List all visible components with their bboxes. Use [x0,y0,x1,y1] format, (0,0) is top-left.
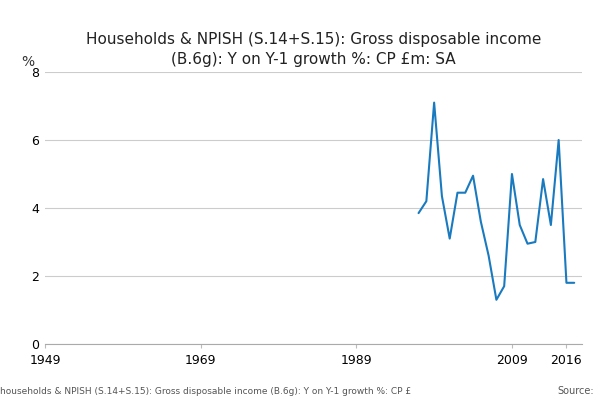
Text: Source:: Source: [557,386,594,396]
Text: households & NPISH (S.14+S.15): Gross disposable income (B.6g): Y on Y-1 growth : households & NPISH (S.14+S.15): Gross di… [0,387,411,396]
Title: Households & NPISH (S.14+S.15): Gross disposable income
(B.6g): Y on Y-1 growth : Households & NPISH (S.14+S.15): Gross di… [86,32,541,67]
Text: %: % [21,55,34,69]
